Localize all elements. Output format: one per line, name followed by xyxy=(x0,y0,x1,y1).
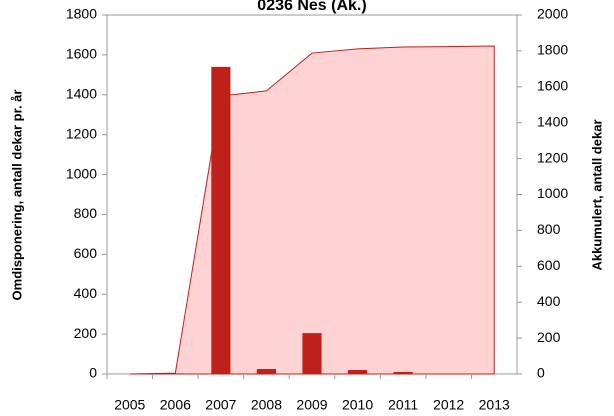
y2-axis-title: Akkumulert, antall dekar xyxy=(589,120,604,271)
bar xyxy=(256,369,277,374)
x-tick-label: 2011 xyxy=(388,397,418,413)
x-tick-label: 2013 xyxy=(479,397,510,413)
y-tick-label: 200 xyxy=(74,325,98,341)
y-tick-label: 1600 xyxy=(66,46,97,62)
y2-tick-label: 1200 xyxy=(537,149,568,165)
area xyxy=(129,45,495,375)
chart-title: 0236 Nes (Ak.) xyxy=(257,0,366,14)
y-tick-label: 800 xyxy=(74,205,98,221)
bar xyxy=(347,370,368,374)
y2-tick-label: 1600 xyxy=(537,78,568,94)
y2-tick-label: 400 xyxy=(537,293,561,309)
y2-tick-label: 800 xyxy=(537,221,561,237)
y2-tick-label: 1400 xyxy=(537,113,568,129)
y2-tick-label: 1000 xyxy=(537,185,568,201)
y-axis-title: Omdisponering, antall dekar pr. år xyxy=(9,90,24,301)
x-tick-label: 2010 xyxy=(342,397,373,413)
bar xyxy=(302,333,322,374)
y2-tick-label: 200 xyxy=(537,329,561,345)
y-tick-label: 1400 xyxy=(66,85,97,101)
y-tick-label: 1200 xyxy=(66,125,97,141)
bar xyxy=(165,373,185,374)
x-tick-label: 2008 xyxy=(251,397,282,413)
y-tick-label: 600 xyxy=(74,245,98,261)
x-tick-label: 2007 xyxy=(205,397,236,413)
bar xyxy=(393,372,413,374)
y2-tick-label: 0 xyxy=(537,365,545,381)
y-tick-label: 1800 xyxy=(66,6,97,22)
y-tick-label: 0 xyxy=(89,365,97,381)
y-tick-label: 400 xyxy=(74,285,98,301)
y2-tick-label: 600 xyxy=(537,257,561,273)
x-tick-label: 2006 xyxy=(160,397,191,413)
bar xyxy=(211,66,231,374)
x-tick-label: 2005 xyxy=(114,397,145,413)
y2-tick-label: 2000 xyxy=(537,6,568,22)
x-tick-label: 2009 xyxy=(296,397,327,413)
y-tick-label: 1000 xyxy=(66,165,97,181)
x-tick-label: 2012 xyxy=(433,397,464,413)
y2-tick-label: 1800 xyxy=(537,42,568,58)
